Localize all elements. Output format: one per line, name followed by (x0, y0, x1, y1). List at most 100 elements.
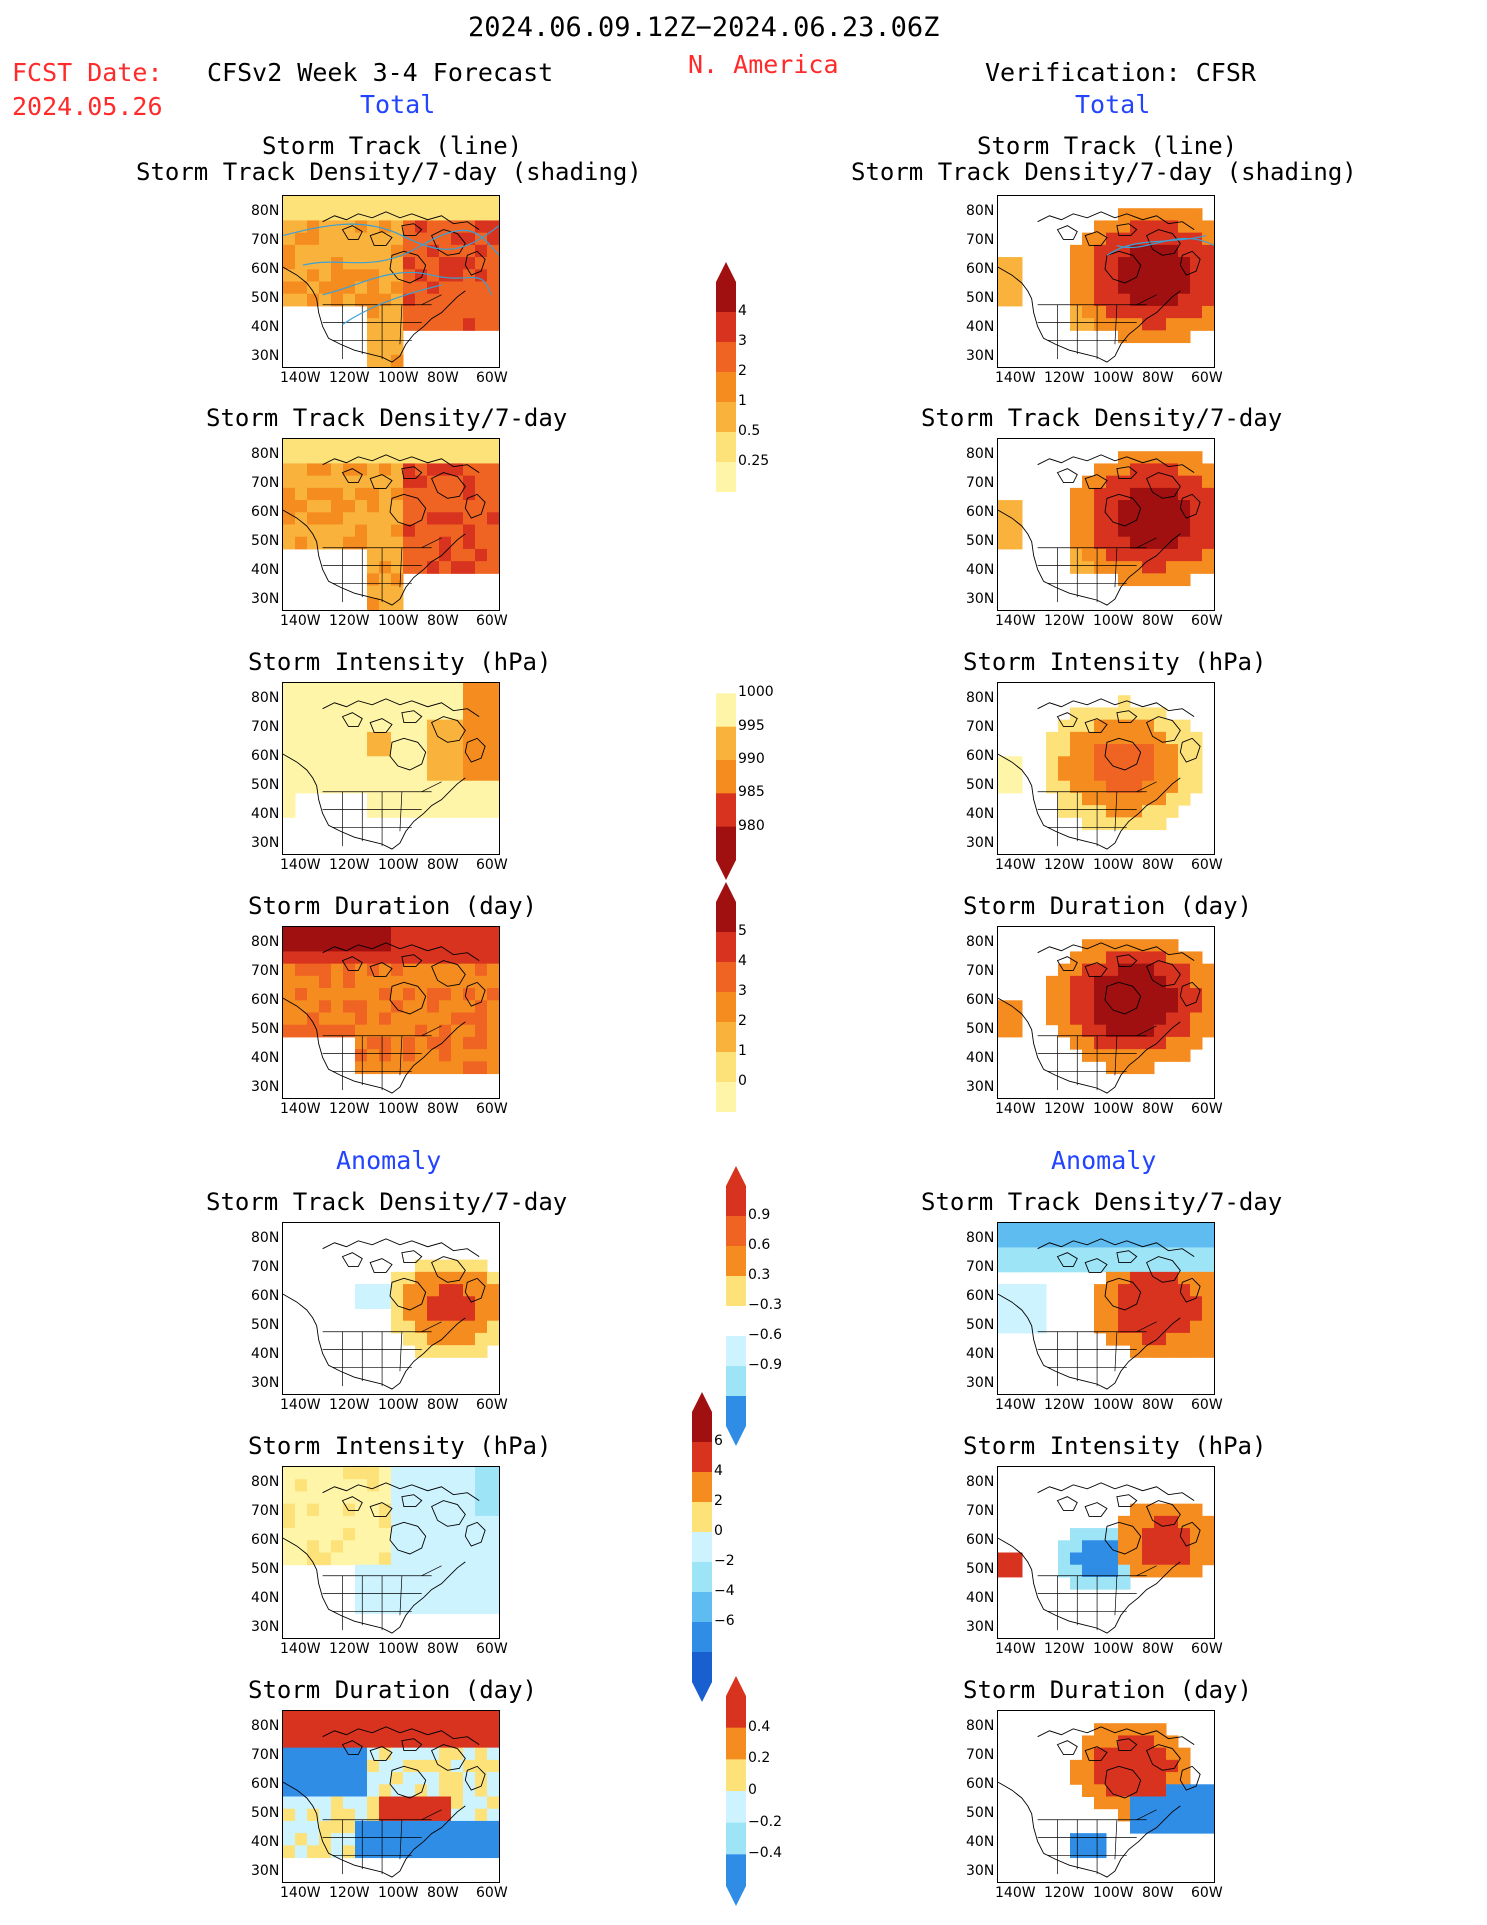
shade-cell (427, 1820, 440, 1834)
shade-cell (355, 500, 368, 513)
shade-cell (1130, 1235, 1143, 1248)
shade-cell (307, 951, 320, 965)
shade-cell (487, 196, 499, 209)
shade-cell (439, 1036, 452, 1050)
shade-cell (487, 512, 499, 525)
shade-cell (295, 1833, 308, 1846)
shade-cell (367, 707, 380, 721)
coastline (283, 1781, 466, 1878)
coastline (369, 962, 393, 977)
shade-cell (319, 1845, 332, 1859)
coastline (1056, 712, 1078, 727)
shade-cell (1094, 1540, 1107, 1553)
shade-cell (1190, 1796, 1203, 1810)
shade-cell (1118, 257, 1131, 270)
shade-cell (1130, 281, 1143, 295)
shade-cell (367, 1024, 380, 1038)
shade-cell (295, 1735, 308, 1749)
shade-cell (1130, 1308, 1143, 1322)
shade-cell (1106, 1796, 1119, 1810)
shade-cell (415, 1528, 428, 1541)
shade-cell (1190, 1259, 1203, 1273)
shade-cell (1058, 1024, 1071, 1038)
shade-cell (391, 524, 404, 538)
shade-cell (331, 269, 344, 282)
lat-tick-label: 40N (966, 1346, 995, 1362)
shade-cell (1034, 1296, 1047, 1309)
state-border (1114, 791, 1118, 832)
colorbar-label: 995 (738, 717, 765, 734)
shade-cell (1166, 1049, 1179, 1062)
shade-cell (1154, 1284, 1167, 1297)
shade-cell (1130, 1503, 1143, 1517)
shade-cell (1154, 257, 1167, 270)
shade-cell (463, 756, 476, 769)
shade-cell (391, 756, 404, 769)
shade-cell (487, 439, 499, 452)
shade-cell (1142, 975, 1155, 989)
shade-cell (319, 707, 332, 721)
shade-cell (391, 1796, 404, 1810)
shade-cell (1106, 561, 1119, 574)
shade-cell (331, 232, 344, 246)
shade-cell (1106, 1320, 1119, 1334)
colorbar-label: 1 (738, 1043, 747, 1059)
shade-cell (331, 451, 344, 464)
shade-cell (331, 536, 344, 550)
coastline (322, 454, 480, 473)
shade-cell (331, 1012, 344, 1026)
shade-cell (331, 475, 344, 489)
shade-cell (331, 1796, 344, 1810)
shade-cell (343, 731, 356, 745)
shade-cell (1106, 1000, 1119, 1013)
shade-cell (439, 1467, 452, 1480)
shade-cell (379, 744, 392, 757)
shade-cell (451, 1345, 464, 1358)
lon-tick-label: 140W (995, 370, 1036, 386)
shade-cell (1130, 951, 1143, 965)
shade-cell (403, 257, 416, 270)
shade-cell (307, 927, 320, 940)
shade-cell (295, 988, 308, 1001)
shade-cell (1154, 768, 1167, 782)
shade-cell (367, 500, 380, 513)
shade-cell (1118, 524, 1131, 538)
shade-cell (1202, 512, 1214, 525)
shade-cell (1154, 1259, 1167, 1273)
shade-cell (1022, 1308, 1035, 1322)
shade-cell (295, 768, 308, 782)
shade-cell (1190, 744, 1203, 757)
shade-cell (1034, 1247, 1047, 1261)
shade-cell (1118, 1308, 1131, 1322)
shade-cell (1118, 744, 1131, 757)
lat-tick-label: 70N (966, 963, 995, 979)
coastline (1146, 716, 1181, 743)
shade-cell (1166, 1503, 1179, 1517)
shade-cell (463, 524, 476, 538)
shade-cell (451, 1036, 464, 1050)
coastline (1116, 710, 1138, 723)
r1-right-title-a: Storm Track (line) (977, 132, 1238, 160)
shade-cell (1142, 1235, 1155, 1248)
shade-cell (1142, 1296, 1155, 1309)
shade-cell (307, 512, 320, 525)
shade-cell (1094, 988, 1107, 1001)
colorbar-segment (716, 726, 736, 761)
shade-cell (1142, 269, 1155, 282)
shade-cell (451, 975, 464, 989)
shade-cell (1094, 293, 1107, 307)
shade-cell (319, 1012, 332, 1026)
shade-cell (1178, 951, 1191, 965)
shade-cell (1094, 269, 1107, 282)
shade-cell (427, 1589, 440, 1602)
coastline (1104, 981, 1142, 1015)
shade-cell (487, 293, 499, 307)
shade-cell (487, 756, 499, 769)
shade-cell (1130, 1759, 1143, 1773)
shade-cell (1118, 1012, 1131, 1026)
shade-cell (307, 780, 320, 794)
coastline (1146, 1500, 1181, 1527)
shade-cell (403, 475, 416, 489)
shade-cell (439, 756, 452, 769)
shade-cell (1010, 768, 1023, 782)
